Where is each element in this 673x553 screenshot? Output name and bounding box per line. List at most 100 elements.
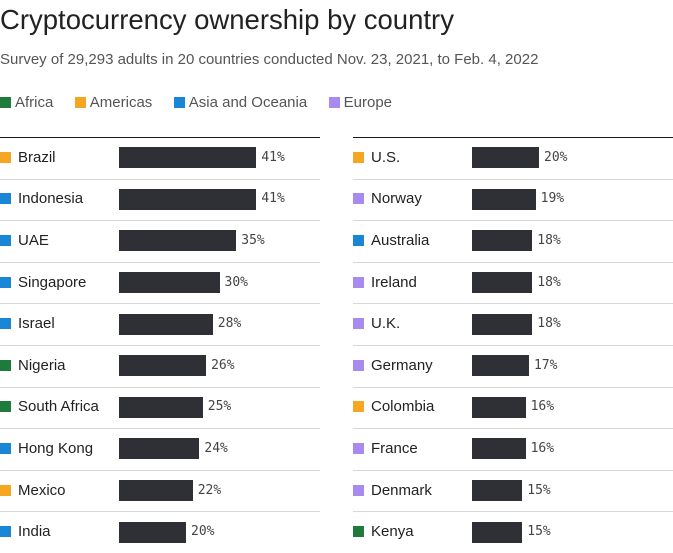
region-swatch-u-k — [353, 318, 364, 330]
bar-norway — [472, 188, 536, 210]
legend-swatch-africa — [0, 97, 11, 108]
legend-item-americas: Americas — [74, 94, 153, 111]
value-label-denmark: 15% — [527, 482, 551, 498]
legend-label-americas: Americas — [89, 94, 153, 111]
bar-row-france: France 16% — [353, 428, 673, 471]
value-label-australia: 18% — [537, 232, 561, 248]
legend-label-africa: Africa — [15, 94, 54, 111]
country-label-israel: Israel — [18, 315, 55, 333]
value-label-u-k: 18% — [537, 316, 561, 332]
bar-row-israel: Israel 28% — [0, 303, 320, 346]
bar-row-colombia: Colombia 16% — [353, 387, 673, 430]
bar-row-kenya: Kenya 15% — [353, 511, 673, 553]
country-label-france: France — [371, 439, 418, 457]
bar-india — [119, 521, 186, 543]
bar-colombia — [472, 396, 526, 418]
value-label-indonesia: 41% — [261, 191, 285, 207]
bar-row-singapore: Singapore 30% — [0, 262, 320, 305]
bar-row-denmark: Denmark 15% — [353, 470, 673, 513]
value-label-brazil: 41% — [261, 149, 285, 165]
region-swatch-south-africa — [0, 401, 11, 413]
value-label-india: 20% — [191, 524, 215, 540]
value-label-mexico: 22% — [197, 482, 222, 498]
bar-indonesia — [119, 188, 257, 210]
value-label-israel: 28% — [217, 316, 242, 332]
country-label-singapore: Singapore — [18, 273, 87, 291]
bar-nigeria — [119, 355, 207, 377]
chart-subtitle: Survey of 29,293 adults in 20 countries … — [0, 51, 539, 68]
value-label-germany: 17% — [533, 357, 558, 373]
bar-australia — [472, 230, 533, 252]
bar-israel — [119, 313, 213, 335]
region-swatch-israel — [0, 318, 11, 330]
bar-uae — [119, 230, 237, 252]
bar-row-indonesia: Indonesia 41% — [0, 179, 320, 222]
region-swatch-kenya — [353, 526, 364, 538]
value-label-hong-kong: 24% — [204, 440, 228, 456]
region-swatch-ireland — [353, 276, 364, 288]
bar-row-germany: Germany 17% — [353, 345, 673, 388]
bar-row-norway: Norway 19% — [353, 179, 673, 222]
bar-france — [472, 438, 526, 460]
bar-row-ireland: Ireland 18% — [353, 262, 673, 305]
value-label-kenya: 15% — [527, 524, 551, 540]
country-label-colombia: Colombia — [371, 398, 435, 416]
country-label-south-africa: South Africa — [18, 398, 99, 416]
country-label-brazil: Brazil — [18, 148, 56, 166]
bar-kenya — [472, 521, 523, 543]
bar-row-australia: Australia 18% — [353, 220, 673, 263]
bar-hong-kong — [119, 438, 200, 460]
country-label-hong-kong: Hong Kong — [18, 439, 94, 457]
bar-row-brazil: Brazil 41% — [0, 137, 320, 180]
value-label-uae: 35% — [241, 232, 265, 248]
legend-item-asia-oceania: Asia and Oceania — [173, 94, 308, 111]
country-label-nigeria: Nigeria — [18, 356, 66, 374]
bar-denmark — [472, 480, 523, 502]
country-label-australia: Australia — [371, 231, 430, 249]
column-top-rule — [353, 137, 673, 138]
bar-mexico — [119, 480, 193, 502]
bar-u-k — [472, 313, 533, 335]
region-swatch-mexico — [0, 484, 11, 496]
bar-row-hong-kong: Hong Kong 24% — [0, 428, 320, 471]
value-label-colombia: 16% — [530, 399, 555, 415]
column-top-rule — [0, 137, 320, 138]
country-label-india: India — [18, 523, 51, 541]
value-label-singapore: 30% — [224, 274, 248, 290]
region-swatch-india — [0, 526, 11, 538]
region-swatch-nigeria — [0, 359, 11, 371]
bar-row-nigeria: Nigeria 26% — [0, 345, 320, 388]
bar-singapore — [119, 272, 220, 294]
legend-swatch-asia-oceania — [173, 97, 185, 108]
bar-row-u-k: U.K. 18% — [353, 303, 673, 346]
bar-south-africa — [119, 396, 203, 418]
country-label-germany: Germany — [371, 356, 433, 374]
legend-item-africa: Africa — [0, 94, 53, 111]
country-label-kenya: Kenya — [371, 523, 414, 541]
country-label-indonesia: Indonesia — [18, 190, 84, 208]
value-label-nigeria: 26% — [211, 357, 235, 373]
bar-row-mexico: Mexico 22% — [0, 470, 320, 513]
region-swatch-germany — [353, 359, 364, 371]
chart-title: Cryptocurrency ownership by country — [0, 4, 454, 35]
country-label-ireland: Ireland — [371, 273, 417, 291]
country-label-u-s: U.S. — [371, 148, 401, 166]
country-label-uae: UAE — [18, 231, 49, 249]
legend: Africa Americas Asia and Oceania Europe — [0, 94, 409, 114]
region-swatch-brazil — [0, 151, 11, 163]
country-label-u-k: U.K. — [371, 315, 401, 333]
legend-item-europe: Europe — [328, 94, 392, 111]
country-label-mexico: Mexico — [18, 481, 66, 499]
region-swatch-hong-kong — [0, 442, 11, 454]
value-label-norway: 19% — [540, 191, 565, 207]
region-swatch-singapore — [0, 276, 11, 288]
value-label-france: 16% — [530, 440, 555, 456]
value-label-u-s: 20% — [544, 149, 568, 165]
legend-swatch-europe — [328, 97, 340, 108]
region-swatch-france — [353, 442, 364, 454]
bar-germany — [472, 355, 529, 377]
legend-label-asia-oceania: Asia and Oceania — [188, 94, 308, 111]
bar-brazil — [119, 147, 257, 169]
bar-u-s — [472, 147, 539, 169]
region-swatch-australia — [353, 234, 364, 246]
